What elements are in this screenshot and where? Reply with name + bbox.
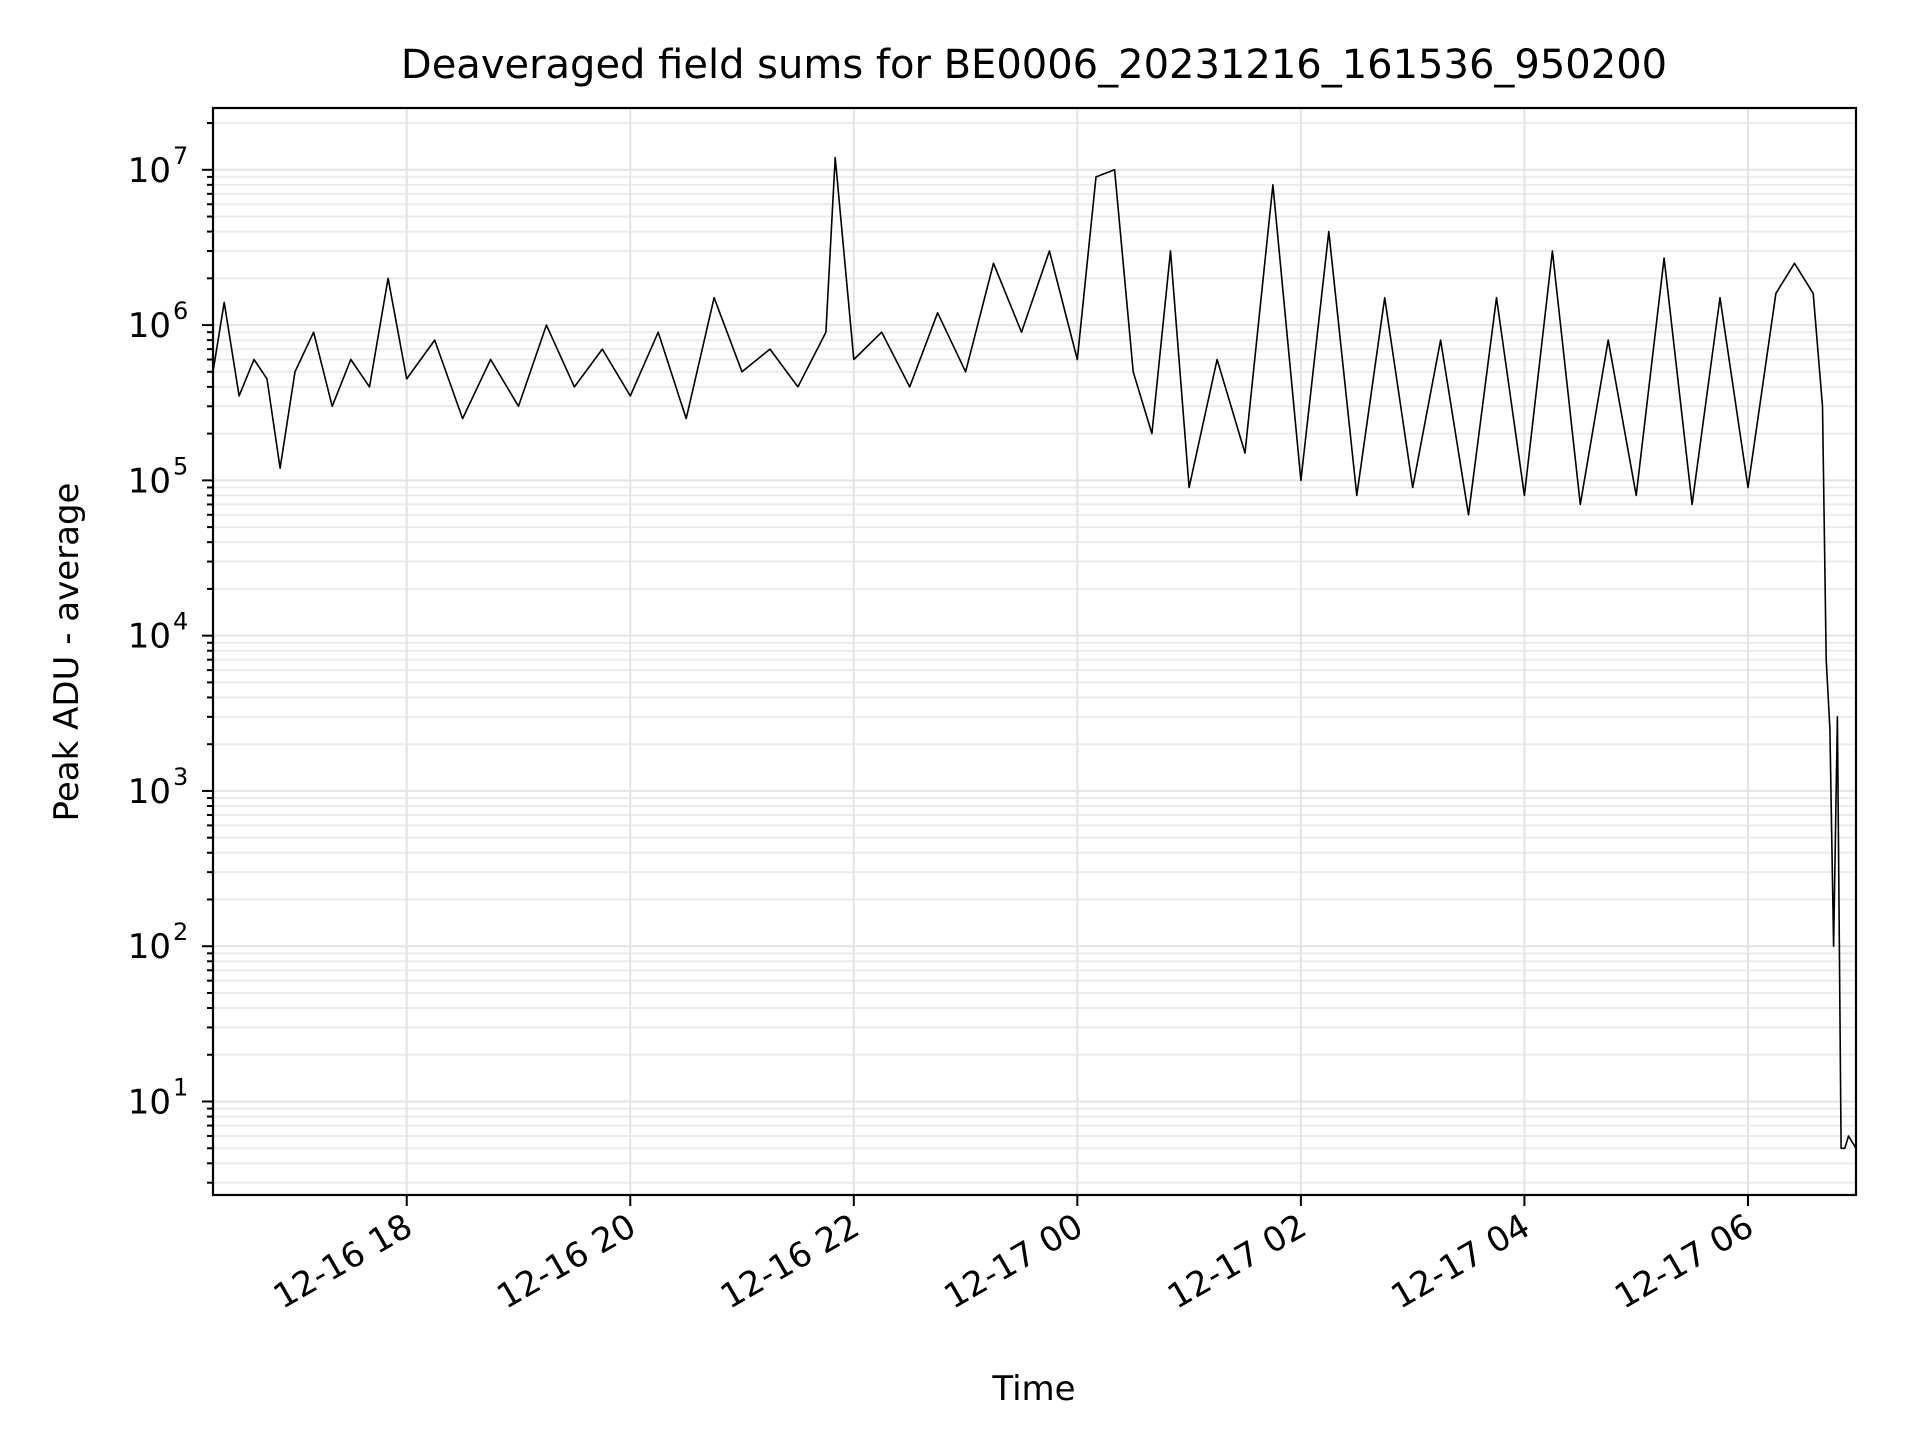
x-tick-label: 12-17 06	[1608, 1206, 1760, 1317]
y-tick-label-base: 10	[128, 306, 171, 346]
x-tick-label: 12-16 22	[714, 1206, 866, 1317]
y-tick-label-exponent: 7	[173, 142, 188, 170]
y-tick-label-base: 10	[128, 461, 171, 501]
y-tick-label: 10 2	[128, 918, 189, 967]
x-tick-label: 12-16 18	[267, 1206, 419, 1317]
x-tick-label: 12-16 20	[490, 1206, 642, 1317]
y-tick-label-base: 10	[128, 151, 171, 191]
y-tick-label: 10 7	[128, 142, 189, 191]
y-tick-label-exponent: 6	[173, 297, 188, 325]
series-line-0	[212, 156, 1857, 1150]
y-tick-label-base: 10	[128, 617, 171, 657]
y-tick-label: 10 6	[128, 297, 189, 346]
grid	[213, 108, 1856, 1195]
x-tick-label: 12-17 00	[937, 1206, 1089, 1317]
y-tick-label: 10 4	[128, 608, 189, 657]
y-tick-label-base: 10	[128, 772, 171, 812]
y-tick-label: 10 3	[128, 763, 189, 812]
y-tick-label-exponent: 4	[173, 608, 188, 636]
plot-frame	[211, 106, 1858, 1197]
chart-title: Deaveraged field sums for BE0006_2023121…	[401, 42, 1667, 88]
y-tick-label: 10 5	[128, 452, 189, 501]
x-tick-label: 12-17 04	[1385, 1206, 1537, 1317]
y-tick-label-exponent: 2	[173, 918, 188, 946]
x-tick-label: 12-17 02	[1161, 1206, 1313, 1317]
y-tick-label-base: 10	[128, 927, 171, 967]
y-tick-label-exponent: 3	[173, 763, 188, 791]
y-tick-label-exponent: 1	[173, 1074, 188, 1102]
y-tick-label-base: 10	[128, 1083, 171, 1123]
y-tick-label-exponent: 5	[173, 452, 188, 480]
x-axis-label: Time	[991, 1369, 1075, 1409]
y-tick-label: 10 1	[128, 1074, 189, 1123]
y-axis-label: Peak ADU - average	[47, 483, 87, 822]
data-layer	[212, 156, 1857, 1150]
